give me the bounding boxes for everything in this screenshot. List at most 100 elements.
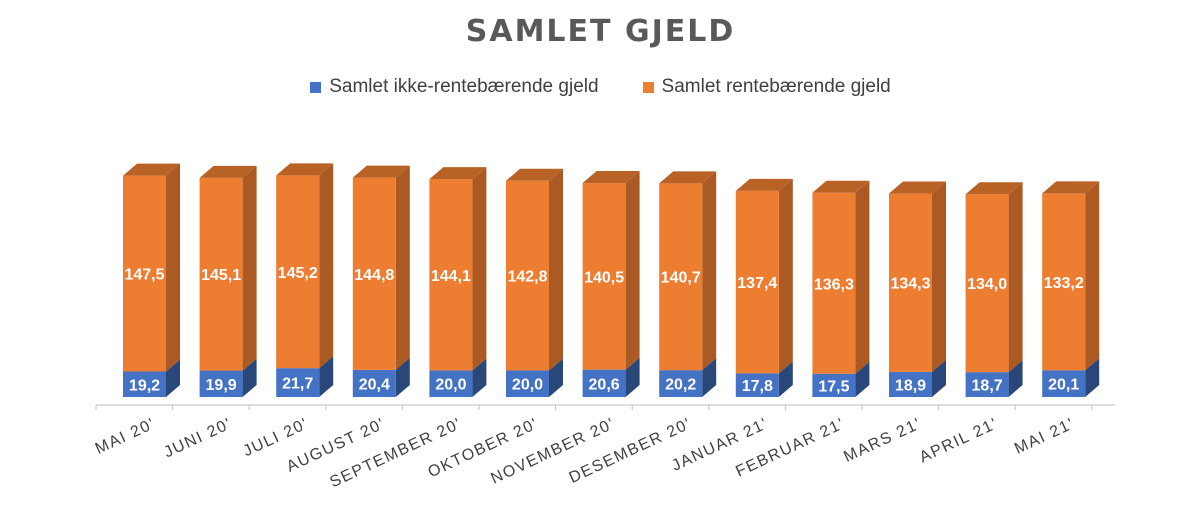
- x-tick-label: MARS 21': [841, 415, 924, 466]
- bar-interest: [812, 192, 856, 374]
- bar-side-non-interest: [395, 357, 410, 397]
- legend-swatch-blue: [310, 81, 322, 93]
- bar-non-interest: [659, 370, 703, 397]
- legend-item-interest: Samlet rentebærende gjeld: [642, 76, 891, 98]
- bar-interest: [506, 180, 549, 371]
- data-label-non-interest: 20,0: [435, 377, 466, 394]
- data-label-non-interest: 17,8: [742, 378, 773, 395]
- bar-interest: [659, 183, 703, 371]
- chart-title: SAMLET GJELD: [465, 14, 736, 49]
- data-label-non-interest: 20,2: [665, 377, 696, 394]
- legend: Samlet ikke-rentebærende gjeld Samlet re…: [0, 76, 1201, 98]
- data-label-non-interest: 20,6: [589, 376, 620, 393]
- bar-side-interest: [855, 180, 870, 374]
- data-label-non-interest: 18,7: [972, 378, 1003, 395]
- bar-side-interest: [395, 165, 410, 370]
- x-tick-label: APRIL 21': [917, 415, 1001, 466]
- bar-side-non-interest: [549, 358, 563, 397]
- bar-interest: [889, 193, 932, 372]
- data-label-interest: 133,2: [1044, 275, 1084, 292]
- legend-item-non-interest: Samlet ikke-rentebærende gjeld: [310, 76, 599, 98]
- bar-top-interest: [735, 178, 793, 191]
- data-label-non-interest: 18,9: [895, 377, 926, 394]
- bar-top-interest: [1042, 181, 1100, 194]
- bar-top-interest: [352, 165, 410, 178]
- bar-non-interest: [276, 368, 320, 397]
- bar-interest: [1042, 193, 1086, 371]
- x-tick-label: MAI 21': [1012, 415, 1077, 458]
- bar-interest: [352, 177, 396, 370]
- bar-side-interest: [319, 163, 334, 369]
- bar-side-interest: [242, 165, 257, 371]
- x-tick-label: SEPTEMBER 20': [327, 415, 464, 491]
- bar-interest: [429, 179, 473, 371]
- bar-side-non-interest: [1008, 360, 1023, 397]
- bar-side-non-interest: [625, 357, 640, 397]
- bar-side-non-interest: [242, 358, 257, 397]
- bar-top-interest: [812, 180, 870, 193]
- data-label-interest: 137,4: [737, 275, 777, 292]
- bar-top-interest: [123, 163, 180, 176]
- bar-non-interest: [965, 372, 1009, 397]
- bar-non-interest: [429, 370, 473, 397]
- data-label-interest: 134,0: [967, 276, 1007, 293]
- bar-top-interest: [199, 165, 257, 178]
- bar-top-interest: [889, 181, 946, 194]
- data-label-interest: 145,2: [278, 265, 318, 282]
- bar-interest: [965, 194, 1009, 373]
- bar-top-interest: [429, 167, 487, 180]
- data-label-non-interest: 19,2: [129, 377, 160, 394]
- bar-side-non-interest: [166, 359, 180, 397]
- bar-side-interest: [702, 171, 717, 371]
- bar-non-interest: [582, 369, 626, 397]
- data-label-interest: 144,1: [431, 268, 471, 285]
- bar-side-interest: [472, 167, 487, 371]
- data-label-interest: 140,5: [584, 269, 624, 286]
- data-label-interest: 144,8: [354, 267, 394, 284]
- data-label-non-interest: 17,5: [818, 378, 849, 395]
- bar-non-interest: [735, 373, 779, 397]
- bar-side-non-interest: [855, 361, 870, 397]
- data-label-interest: 140,7: [661, 270, 701, 287]
- bar-side-non-interest: [778, 361, 793, 397]
- data-label-non-interest: 20,1: [1048, 377, 1079, 394]
- bar-non-interest: [889, 371, 932, 397]
- bar-side-non-interest: [472, 358, 487, 397]
- bar-side-non-interest: [1085, 358, 1100, 397]
- bar-side-non-interest: [319, 356, 334, 397]
- legend-swatch-orange: [642, 81, 654, 93]
- bar-side-interest: [166, 163, 180, 372]
- bar-side-non-interest: [702, 358, 717, 397]
- x-tick-label: NOVEMBER 20': [488, 415, 617, 487]
- data-label-non-interest: 19,9: [206, 377, 237, 394]
- bar-top-interest: [965, 182, 1023, 195]
- bar-interest: [735, 190, 779, 374]
- data-label-interest: 145,1: [201, 267, 241, 284]
- bar-non-interest: [506, 370, 549, 397]
- bar-side-interest: [1085, 181, 1100, 371]
- bar-interest: [199, 177, 243, 371]
- x-tick-label: MAI 20': [93, 415, 158, 458]
- data-label-non-interest: 21,7: [282, 376, 313, 393]
- bar-non-interest: [123, 371, 166, 397]
- bar-non-interest: [812, 373, 856, 397]
- bar-side-interest: [549, 168, 563, 371]
- bar-top-interest: [659, 171, 717, 184]
- bar-side-non-interest: [932, 359, 946, 397]
- legend-label-interest: Samlet rentebærende gjeld: [661, 76, 891, 97]
- data-label-interest: 136,3: [814, 276, 854, 293]
- legend-label-non-interest: Samlet ikke-rentebærende gjeld: [329, 76, 599, 97]
- data-label-interest: 147,5: [124, 267, 164, 284]
- bar-interest: [123, 175, 166, 372]
- bar-non-interest: [352, 369, 396, 397]
- bar-non-interest: [199, 370, 243, 397]
- bar-side-interest: [625, 171, 640, 370]
- bar-side-interest: [1008, 182, 1023, 373]
- data-label-interest: 142,8: [507, 269, 547, 286]
- data-label-interest: 134,3: [890, 276, 930, 293]
- bar-top-interest: [506, 168, 563, 181]
- bar-top-interest: [276, 163, 334, 176]
- data-label-non-interest: 20,4: [359, 376, 390, 393]
- data-label-non-interest: 20,0: [512, 377, 543, 394]
